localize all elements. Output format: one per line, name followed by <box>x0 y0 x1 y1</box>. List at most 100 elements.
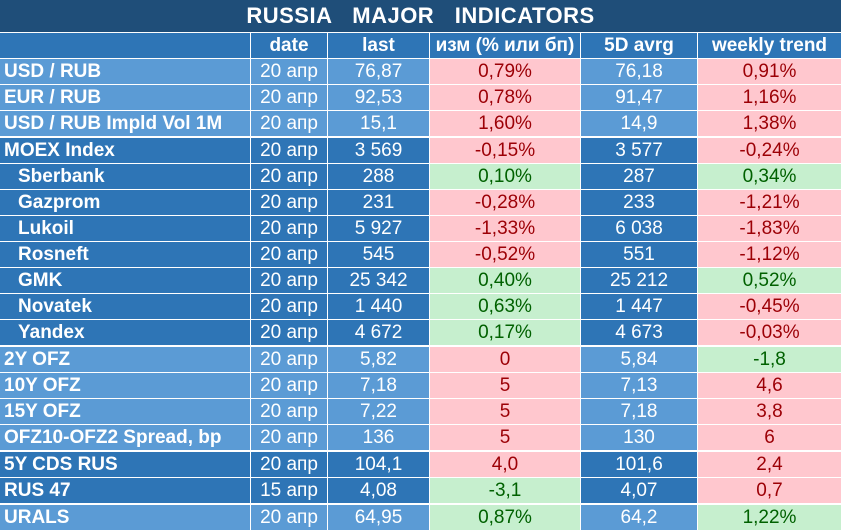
row-weekly-trend: -1,21% <box>698 190 841 215</box>
row-last: 1 440 <box>328 294 429 319</box>
header-last: last <box>328 33 429 58</box>
row-change: 4,0 <box>430 452 580 477</box>
row-change: 5 <box>430 425 580 450</box>
row-name: Sberbank <box>0 164 250 189</box>
row-weekly-trend: 4,6 <box>698 373 841 398</box>
row-change: 5 <box>430 373 580 398</box>
row-date: 20 апр <box>251 505 327 530</box>
row-5d-avg: 551 <box>581 242 697 267</box>
row-last: 231 <box>328 190 429 215</box>
table-row: USD / RUB 20 апр 76,87 0,79% 76,18 0,91% <box>0 59 841 84</box>
row-name: Novatek <box>0 294 250 319</box>
row-5d-avg: 7,13 <box>581 373 697 398</box>
row-date: 20 апр <box>251 452 327 477</box>
row-name: Gazprom <box>0 190 250 215</box>
row-weekly-trend: -0,03% <box>698 320 841 345</box>
row-change: -0,52% <box>430 242 580 267</box>
row-5d-avg: 76,18 <box>581 59 697 84</box>
row-date: 20 апр <box>251 399 327 424</box>
row-date: 20 апр <box>251 347 327 372</box>
table-row: 15Y OFZ 20 апр 7,22 5 7,18 3,8 <box>0 399 841 424</box>
row-weekly-trend: 0,7 <box>698 478 841 503</box>
row-change: 0 <box>430 347 580 372</box>
row-5d-avg: 233 <box>581 190 697 215</box>
row-5d-avg: 5,84 <box>581 347 697 372</box>
row-weekly-trend: -0,24% <box>698 138 841 163</box>
row-last: 25 342 <box>328 268 429 293</box>
row-weekly-trend: 0,91% <box>698 59 841 84</box>
table-row: USD / RUB Impld Vol 1M 20 апр 15,1 1,60% 14,… <box>0 111 841 136</box>
row-change: 0,87% <box>430 505 580 530</box>
row-change: -3,1 <box>430 478 580 503</box>
header-change: изм (% или бп) <box>430 33 580 58</box>
row-date: 20 апр <box>251 111 327 136</box>
row-change: 0,10% <box>430 164 580 189</box>
row-date: 20 апр <box>251 190 327 215</box>
row-date: 20 апр <box>251 294 327 319</box>
row-last: 76,87 <box>328 59 429 84</box>
row-name: USD / RUB <box>0 59 250 84</box>
table-row: Sberbank 20 апр 288 0,10% 287 0,34% <box>0 164 841 189</box>
row-weekly-trend: 1,16% <box>698 85 841 110</box>
row-last: 136 <box>328 425 429 450</box>
table-row: URALS 20 апр 64,95 0,87% 64,2 1,22% <box>0 505 841 530</box>
header-5d-avg: 5D avrg <box>581 33 697 58</box>
row-date: 20 апр <box>251 138 327 163</box>
row-date: 20 апр <box>251 373 327 398</box>
row-date: 20 апр <box>251 268 327 293</box>
row-change: 5 <box>430 399 580 424</box>
table-row: 5Y CDS RUS 20 апр 104,1 4,0 101,6 2,4 <box>0 452 841 477</box>
row-date: 15 апр <box>251 478 327 503</box>
row-name: Lukoil <box>0 216 250 241</box>
row-change: 0,63% <box>430 294 580 319</box>
row-change: 0,40% <box>430 268 580 293</box>
row-last: 7,18 <box>328 373 429 398</box>
row-date: 20 апр <box>251 320 327 345</box>
row-date: 20 апр <box>251 425 327 450</box>
row-last: 4,08 <box>328 478 429 503</box>
row-name: 15Y OFZ <box>0 399 250 424</box>
row-change: -1,33% <box>430 216 580 241</box>
row-weekly-trend: 6 <box>698 425 841 450</box>
row-5d-avg: 91,47 <box>581 85 697 110</box>
header-date: date <box>251 33 327 58</box>
table-row: Novatek 20 апр 1 440 0,63% 1 447 -0,45% <box>0 294 841 319</box>
row-name: USD / RUB Impld Vol 1M <box>0 111 250 136</box>
table-row: Gazprom 20 апр 231 -0,28% 233 -1,21% <box>0 190 841 215</box>
table-row: 10Y OFZ 20 апр 7,18 5 7,13 4,6 <box>0 373 841 398</box>
row-last: 64,95 <box>328 505 429 530</box>
row-weekly-trend: -0,45% <box>698 294 841 319</box>
table-row: RUS 47 15 апр 4,08 -3,1 4,07 0,7 <box>0 478 841 503</box>
row-5d-avg: 25 212 <box>581 268 697 293</box>
row-last: 4 672 <box>328 320 429 345</box>
row-last: 5 927 <box>328 216 429 241</box>
table-row: 2Y OFZ 20 апр 5,82 0 5,84 -1,8 <box>0 347 841 372</box>
row-name: MOEX Index <box>0 138 250 163</box>
row-name: OFZ10-OFZ2 Spread, bp <box>0 425 250 450</box>
row-5d-avg: 4 673 <box>581 320 697 345</box>
row-5d-avg: 14,9 <box>581 111 697 136</box>
row-5d-avg: 101,6 <box>581 452 697 477</box>
row-5d-avg: 6 038 <box>581 216 697 241</box>
row-weekly-trend: 0,34% <box>698 164 841 189</box>
header-row: date last изм (% или бп) 5D avrg weekly … <box>0 33 841 58</box>
row-5d-avg: 7,18 <box>581 399 697 424</box>
row-name: 2Y OFZ <box>0 347 250 372</box>
row-date: 20 апр <box>251 59 327 84</box>
header-weekly-trend: weekly trend <box>698 33 841 58</box>
table-title: RUSSIA MAJOR INDICATORS <box>0 0 841 32</box>
row-change: -0,15% <box>430 138 580 163</box>
row-weekly-trend: 1,38% <box>698 111 841 136</box>
row-name: RUS 47 <box>0 478 250 503</box>
row-last: 104,1 <box>328 452 429 477</box>
row-5d-avg: 1 447 <box>581 294 697 319</box>
row-change: 0,79% <box>430 59 580 84</box>
row-weekly-trend: -1,83% <box>698 216 841 241</box>
table-row: GMK 20 апр 25 342 0,40% 25 212 0,52% <box>0 268 841 293</box>
row-name: 5Y CDS RUS <box>0 452 250 477</box>
table-row: OFZ10-OFZ2 Spread, bp 20 апр 136 5 130 6 <box>0 425 841 450</box>
row-change: 0,17% <box>430 320 580 345</box>
row-5d-avg: 287 <box>581 164 697 189</box>
row-weekly-trend: 0,52% <box>698 268 841 293</box>
